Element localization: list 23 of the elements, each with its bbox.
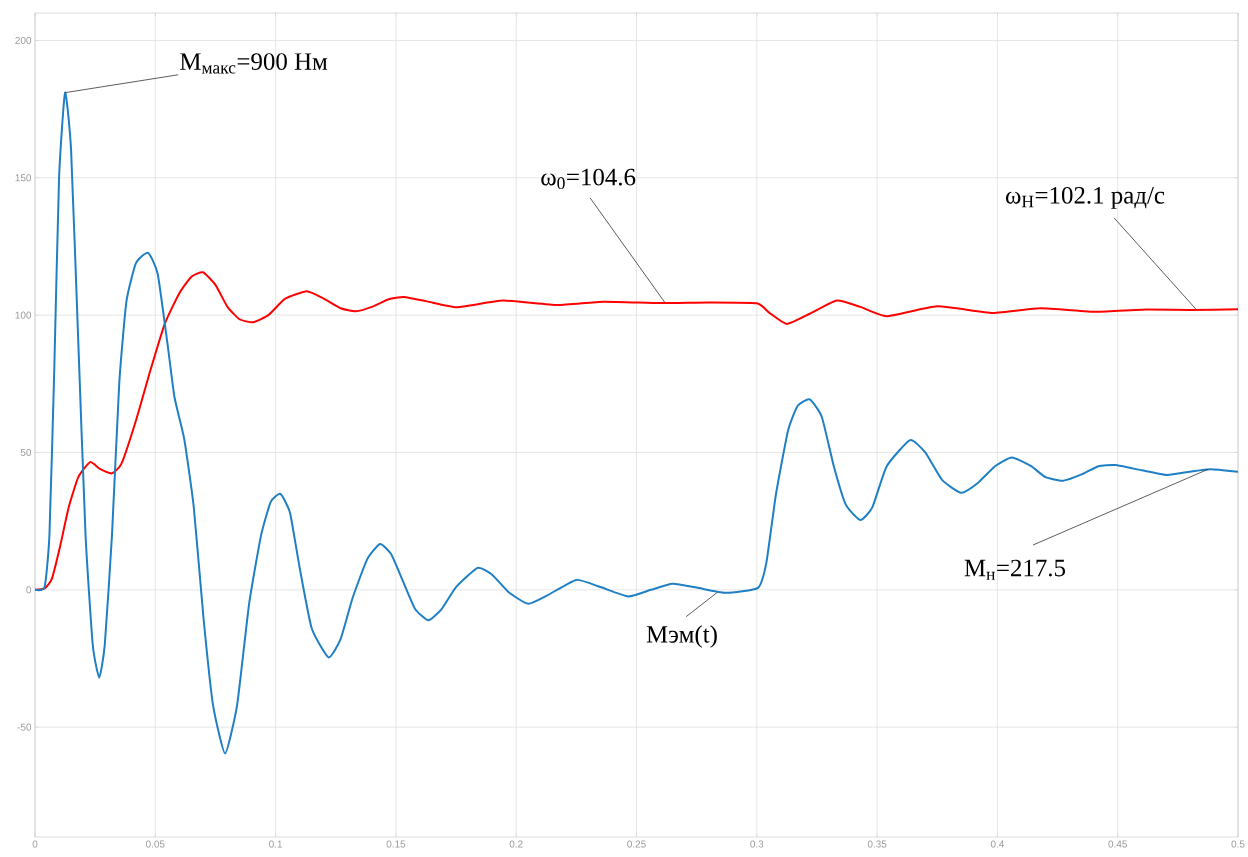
y-tick-label: 150 [15,174,32,182]
x-tick-label: 0.2 [509,840,523,848]
x-tick-label: 0.25 [627,840,646,848]
annotation: Mэм(t) [646,625,717,648]
x-tick-label: 0 [32,840,38,848]
y-tick-label: -50 [17,723,32,731]
y-tick-label: 50 [20,448,32,456]
x-tick-label: 0.5 [1231,840,1245,848]
line-series [34,91,1240,755]
x-tick-label: 0.35 [867,840,887,848]
y-tick-label: 0 [26,586,32,594]
y-tick-label: 200 [15,36,32,44]
annotation: ω$_{Н}$=102.1 рад/с [1005,186,1165,209]
annotation: M$_{макс}$=900 Нм [180,53,328,74]
x-tick-label: 0.3 [750,840,764,848]
x-tick-label: 0.1 [269,840,283,848]
annotation: M$_{н}$=217.5 [964,559,1066,580]
x-tick-label: 0.15 [386,840,406,848]
x-tick-label: 0.4 [990,840,1005,848]
x-tick-label: 0.05 [146,840,165,848]
x-tick-label: 0.45 [1108,840,1127,848]
annotation: ω$_{0}$=104.6 [541,168,636,190]
y-tick-label: 100 [15,311,32,319]
